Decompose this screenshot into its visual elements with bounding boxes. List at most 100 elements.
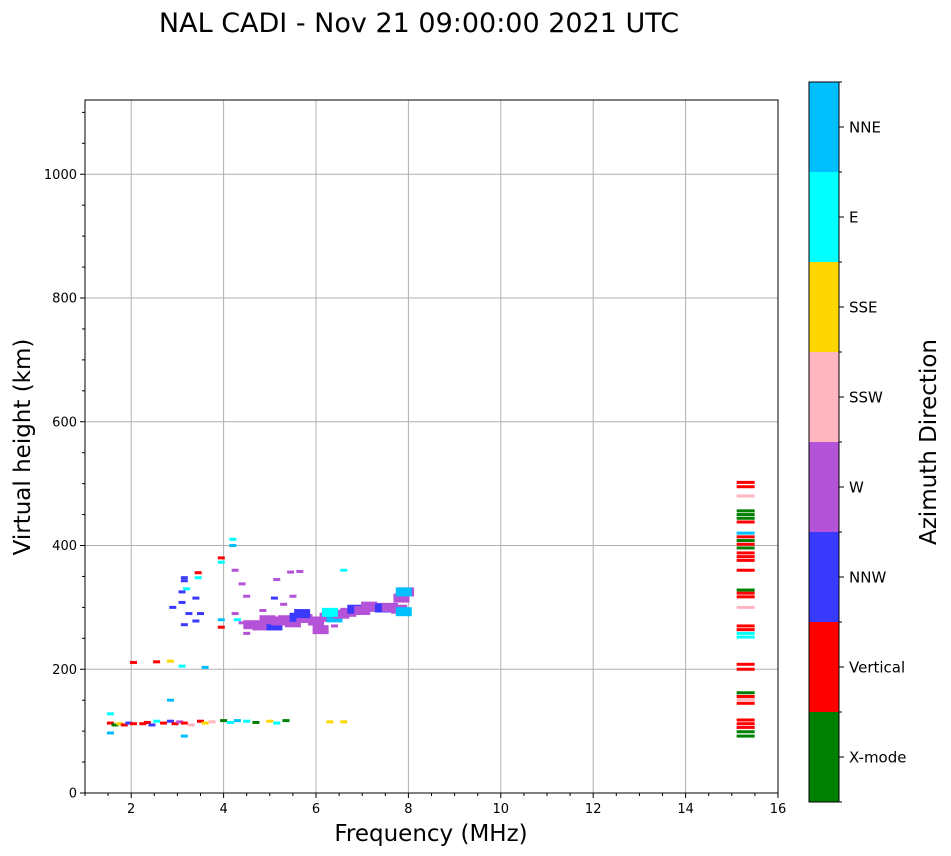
echo-point-x-mode	[282, 719, 290, 723]
echo-point-nnw	[178, 590, 186, 594]
echo-point-x-mode	[736, 516, 755, 520]
echo-point-x-mode	[736, 691, 755, 695]
echo-point-vertical	[139, 722, 147, 726]
echo-point-e	[106, 712, 114, 716]
echo-point-vertical	[736, 558, 755, 562]
echo-point-ssw	[736, 494, 755, 498]
echo-point-e	[233, 618, 241, 622]
echo-point-vertical	[160, 721, 168, 725]
echo-point-nne	[395, 607, 412, 617]
echo-point-sse	[201, 721, 209, 725]
echo-point-vertical	[736, 535, 755, 539]
echo-point-nnw	[180, 623, 188, 627]
y-axis-ticks: 0 200 400 600 800 1000	[44, 111, 85, 802]
echo-point-nne	[736, 531, 755, 535]
echo-point-ssw	[187, 723, 195, 727]
echo-point-w	[231, 568, 239, 572]
echo-point-w	[243, 631, 251, 635]
colorbar-frame	[808, 81, 840, 803]
echo-point-w	[176, 720, 184, 724]
echo-point-nnw	[180, 576, 188, 580]
echo-point-sse	[340, 720, 348, 724]
echo-point-w	[296, 569, 304, 573]
echo-point-sse	[116, 722, 124, 726]
y-axis-label: Virtual height (km)	[10, 339, 36, 556]
echo-point-e	[183, 587, 191, 591]
echo-point-vertical	[736, 555, 755, 559]
x-tick-label: 12	[585, 802, 602, 817]
colorbar-label: Azimuth Direction	[916, 339, 942, 545]
echo-point-vertical	[120, 723, 128, 727]
echo-point-sse	[266, 719, 274, 723]
echo-point-x-mode	[736, 509, 755, 513]
colorbar-swatch	[809, 622, 839, 712]
echo-points	[106, 480, 755, 738]
echo-point-w	[284, 618, 301, 628]
echo-point-w	[296, 614, 313, 624]
colorbar-swatch	[809, 442, 839, 532]
echo-point-x-mode	[220, 719, 228, 723]
echo-point-e	[736, 631, 755, 635]
echo-point-nnw	[180, 579, 188, 583]
echo-point-w	[273, 578, 281, 582]
echo-point-w	[381, 602, 398, 612]
colorbar-tick-label: SSE	[849, 299, 878, 317]
echo-point-nnw	[148, 723, 156, 727]
echo-point-x-mode	[736, 588, 755, 592]
echo-point-vertical	[130, 722, 138, 726]
echo-point-vertical	[736, 662, 755, 666]
echo-point-w	[289, 594, 297, 598]
echo-point-vertical	[180, 721, 188, 725]
echo-point-nnw	[169, 605, 177, 609]
echo-point-w	[243, 620, 260, 630]
echo-point-w	[252, 621, 269, 631]
echo-point-vertical	[736, 542, 755, 546]
echo-point-sse	[326, 720, 334, 724]
echo-point-w	[312, 625, 329, 635]
echo-point-nnw	[185, 612, 193, 616]
echo-point-e	[243, 719, 251, 723]
chart-title: NAL CADI - Nov 21 09:00:00 2021 UTC	[159, 8, 679, 39]
echo-point-e	[217, 560, 225, 564]
y-tick-label: 1000	[44, 168, 77, 183]
echo-point-e	[273, 721, 281, 725]
echo-point-w	[231, 612, 239, 616]
echo-point-sse	[166, 659, 174, 663]
colorbar-swatch	[809, 262, 839, 352]
echo-point-x-mode	[736, 513, 755, 517]
echo-point-w	[393, 593, 410, 603]
colorbar-tick-label: E	[849, 209, 858, 227]
echo-point-vertical	[736, 694, 755, 698]
echo-point-nne	[201, 665, 209, 669]
colorbar-tick-label: SSW	[849, 389, 883, 407]
colorbar-tick-label: W	[849, 479, 864, 497]
colorbar-swatch	[809, 352, 839, 442]
echo-point-ssw	[736, 605, 755, 609]
echo-point-vertical	[171, 722, 179, 726]
echo-point-nne	[166, 698, 174, 702]
echo-point-vertical	[194, 571, 202, 575]
echo-point-vertical	[736, 591, 755, 595]
echo-point-vertical	[736, 485, 755, 489]
echo-point-nnw	[270, 596, 278, 600]
echo-point-nnw	[294, 609, 311, 619]
colorbar-swatch	[809, 172, 839, 262]
x-tick-label: 6	[312, 802, 320, 817]
y-tick-label: 600	[52, 415, 77, 430]
echo-point-ssw	[208, 720, 216, 724]
y-tick-label: 200	[52, 663, 77, 678]
echo-point-x-mode	[111, 723, 119, 727]
echo-point-w	[238, 621, 246, 625]
x-tick-label: 4	[219, 802, 227, 817]
echo-point-e	[736, 635, 755, 639]
y-tick-label: 0	[69, 787, 77, 802]
colorbar-tick-label: Vertical	[849, 659, 905, 677]
colorbar-swatch	[809, 532, 839, 622]
echo-point-vertical	[736, 701, 755, 705]
echo-point-vertical	[736, 551, 755, 555]
echo-point-x-mode	[736, 539, 755, 543]
echo-point-vertical	[106, 721, 114, 725]
plot-frame	[84, 99, 779, 794]
echo-point-vertical	[217, 556, 225, 560]
x-tick-label: 14	[677, 802, 694, 817]
